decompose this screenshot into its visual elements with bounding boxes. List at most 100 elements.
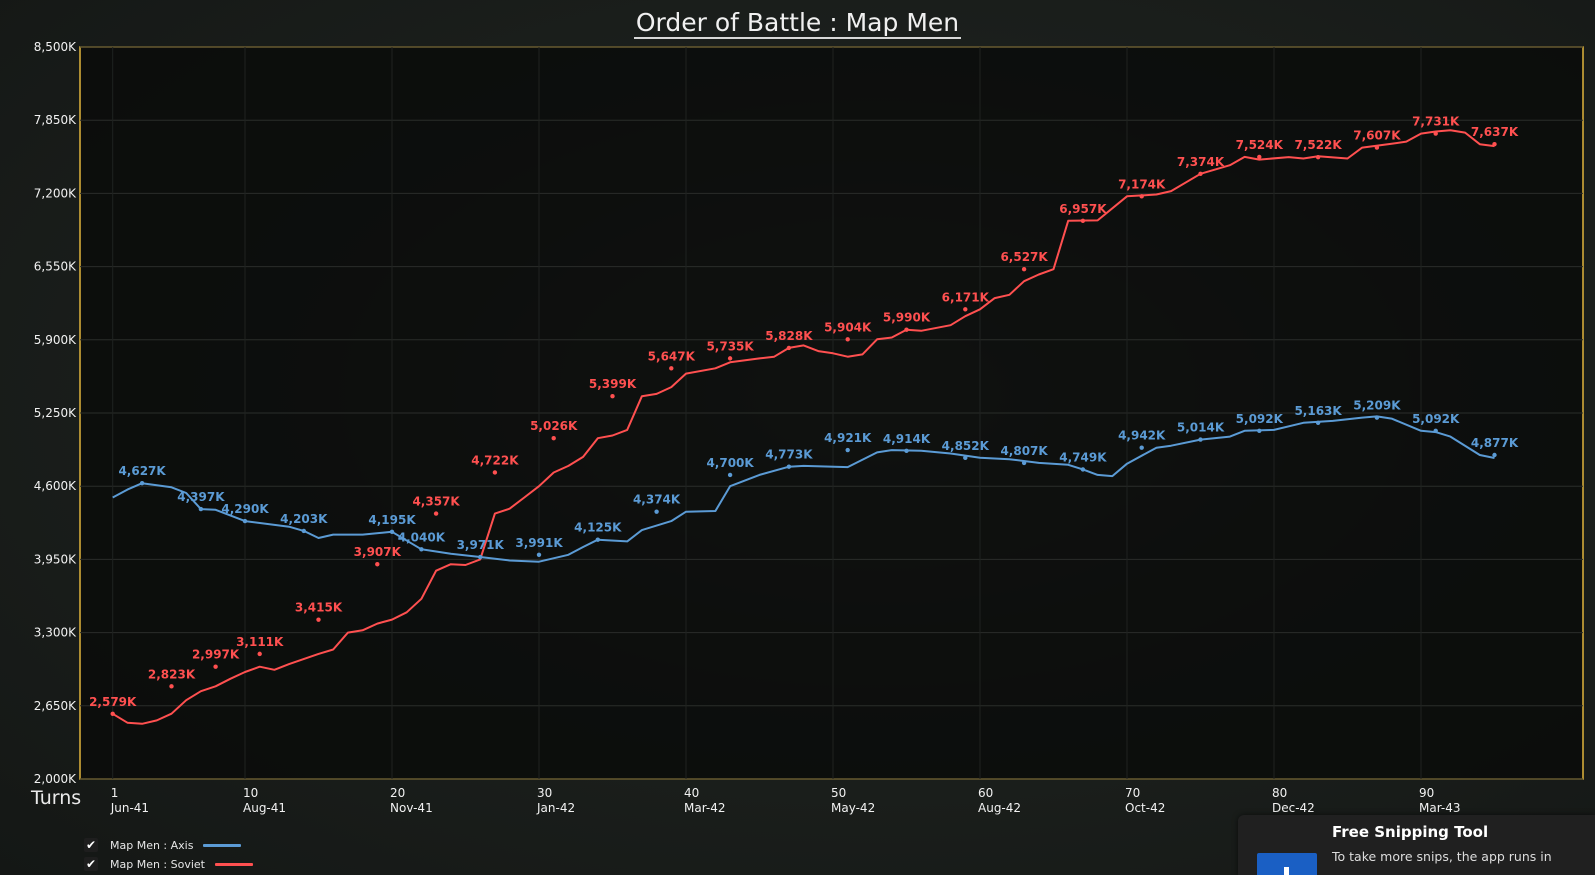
- data-point: [1080, 218, 1086, 223]
- y-tick-label: 2,000K: [34, 772, 77, 786]
- data-label: 5,026K: [530, 419, 578, 433]
- data-label: 7,522K: [1294, 138, 1342, 152]
- snipping-tool-notification[interactable]: Free Snipping Tool To take more snips, t…: [1238, 815, 1595, 875]
- data-label: 4,357K: [412, 495, 460, 509]
- legend-item-axis[interactable]: ✔ Map Men : Axis: [84, 838, 242, 852]
- checkbox-axis[interactable]: ✔: [84, 838, 98, 852]
- data-label: 6,957K: [1059, 202, 1107, 216]
- data-label: 4,374K: [633, 493, 681, 507]
- data-label: 4,195K: [368, 513, 416, 527]
- data-label: 4,203K: [280, 512, 328, 526]
- x-tick-date: May-42: [831, 801, 875, 815]
- data-point: [1021, 460, 1027, 466]
- data-point: [1492, 452, 1497, 458]
- data-point: [727, 472, 733, 478]
- x-tick-date: Nov-41: [390, 801, 433, 815]
- data-label: 6,527K: [1000, 250, 1048, 264]
- data-point: [257, 651, 262, 657]
- data-point: [389, 529, 395, 535]
- data-point: [316, 617, 321, 622]
- data-label: 5,647K: [648, 349, 696, 363]
- x-tick-date: Aug-42: [978, 801, 1021, 815]
- y-tick-label: 7,200K: [34, 186, 77, 200]
- data-label: 3,991K: [515, 536, 563, 550]
- data-point: [1198, 171, 1203, 177]
- x-tick-date: Aug-41: [243, 801, 286, 815]
- snipping-tool-icon: [1257, 853, 1317, 875]
- data-label: 4,921K: [824, 431, 872, 445]
- y-tick-label: 2,650K: [34, 699, 77, 713]
- x-tick-date: Dec-42: [1272, 801, 1315, 815]
- y-tick-label: 3,300K: [34, 626, 77, 640]
- data-label: 5,092K: [1236, 412, 1284, 426]
- data-label: 4,125K: [574, 521, 622, 535]
- data-point: [1433, 428, 1438, 433]
- data-point: [904, 448, 909, 454]
- y-tick-label: 5,250K: [34, 406, 77, 420]
- data-point: [242, 518, 248, 524]
- x-tick-label: 20: [390, 786, 405, 800]
- data-label: 7,731K: [1412, 115, 1460, 129]
- data-label: 4,397K: [177, 490, 225, 504]
- data-label: 4,700K: [706, 456, 754, 470]
- y-tick-label: 8,500K: [34, 40, 77, 54]
- data-point: [1139, 194, 1144, 199]
- data-point: [198, 506, 204, 512]
- data-point: [786, 464, 792, 469]
- legend-swatch-soviet: [215, 862, 253, 866]
- x-tick-date: Oct-42: [1125, 801, 1165, 815]
- legend-item-soviet[interactable]: ✔ Map Men : Soviet: [84, 857, 253, 871]
- x-tick-label: 70: [1125, 786, 1140, 800]
- x-tick-label: 1: [111, 786, 119, 800]
- data-label: 5,735K: [706, 339, 754, 353]
- x-tick-label: 80: [1272, 786, 1287, 800]
- x-tick-label: 30: [537, 786, 552, 800]
- data-point: [110, 711, 115, 716]
- legend-swatch-axis: [203, 843, 242, 847]
- data-point: [478, 554, 483, 560]
- notification-title: Free Snipping Tool: [1332, 823, 1489, 841]
- data-point: [1198, 437, 1203, 442]
- data-point: [551, 436, 556, 441]
- data-label: 4,773K: [765, 448, 813, 462]
- data-point: [1433, 131, 1438, 136]
- data-label: 5,092K: [1412, 412, 1460, 426]
- legend-label-axis: Map Men : Axis: [110, 838, 194, 852]
- data-label: 2,997K: [192, 648, 240, 662]
- data-label: 7,607K: [1353, 129, 1401, 143]
- data-point: [845, 447, 850, 453]
- data-point: [433, 511, 439, 516]
- data-point: [610, 394, 615, 399]
- data-label: 7,174K: [1118, 177, 1166, 191]
- data-point: [1139, 445, 1144, 450]
- data-label: 5,163K: [1294, 404, 1342, 418]
- chart-title: Order of Battle : Map Men: [0, 8, 1595, 39]
- x-tick-label: 10: [243, 786, 258, 800]
- series-line-soviet: [112, 129, 1495, 725]
- checkbox-soviet[interactable]: ✔: [84, 857, 98, 871]
- data-label: 4,914K: [883, 432, 931, 446]
- data-label: 4,040K: [398, 530, 446, 544]
- data-point: [1374, 145, 1380, 150]
- data-label: 2,823K: [148, 667, 196, 681]
- x-tick-label: 90: [1419, 786, 1434, 800]
- x-tick-label: 60: [978, 786, 993, 800]
- data-label: 6,171K: [942, 290, 990, 304]
- data-label: 5,904K: [824, 320, 872, 334]
- data-label: 3,907K: [354, 545, 402, 559]
- data-label: 4,807K: [1000, 444, 1048, 458]
- data-point: [139, 480, 145, 486]
- data-label: 7,374K: [1177, 155, 1225, 169]
- data-point: [1257, 428, 1262, 433]
- data-point: [669, 366, 674, 371]
- data-point: [1080, 467, 1086, 472]
- data-point: [963, 307, 968, 312]
- data-label: 7,524K: [1236, 138, 1284, 152]
- y-tick-label: 7,850K: [34, 113, 77, 127]
- data-label: 5,399K: [589, 377, 637, 391]
- y-tick-label: 4,600K: [34, 479, 77, 493]
- data-label: 3,415K: [295, 601, 343, 615]
